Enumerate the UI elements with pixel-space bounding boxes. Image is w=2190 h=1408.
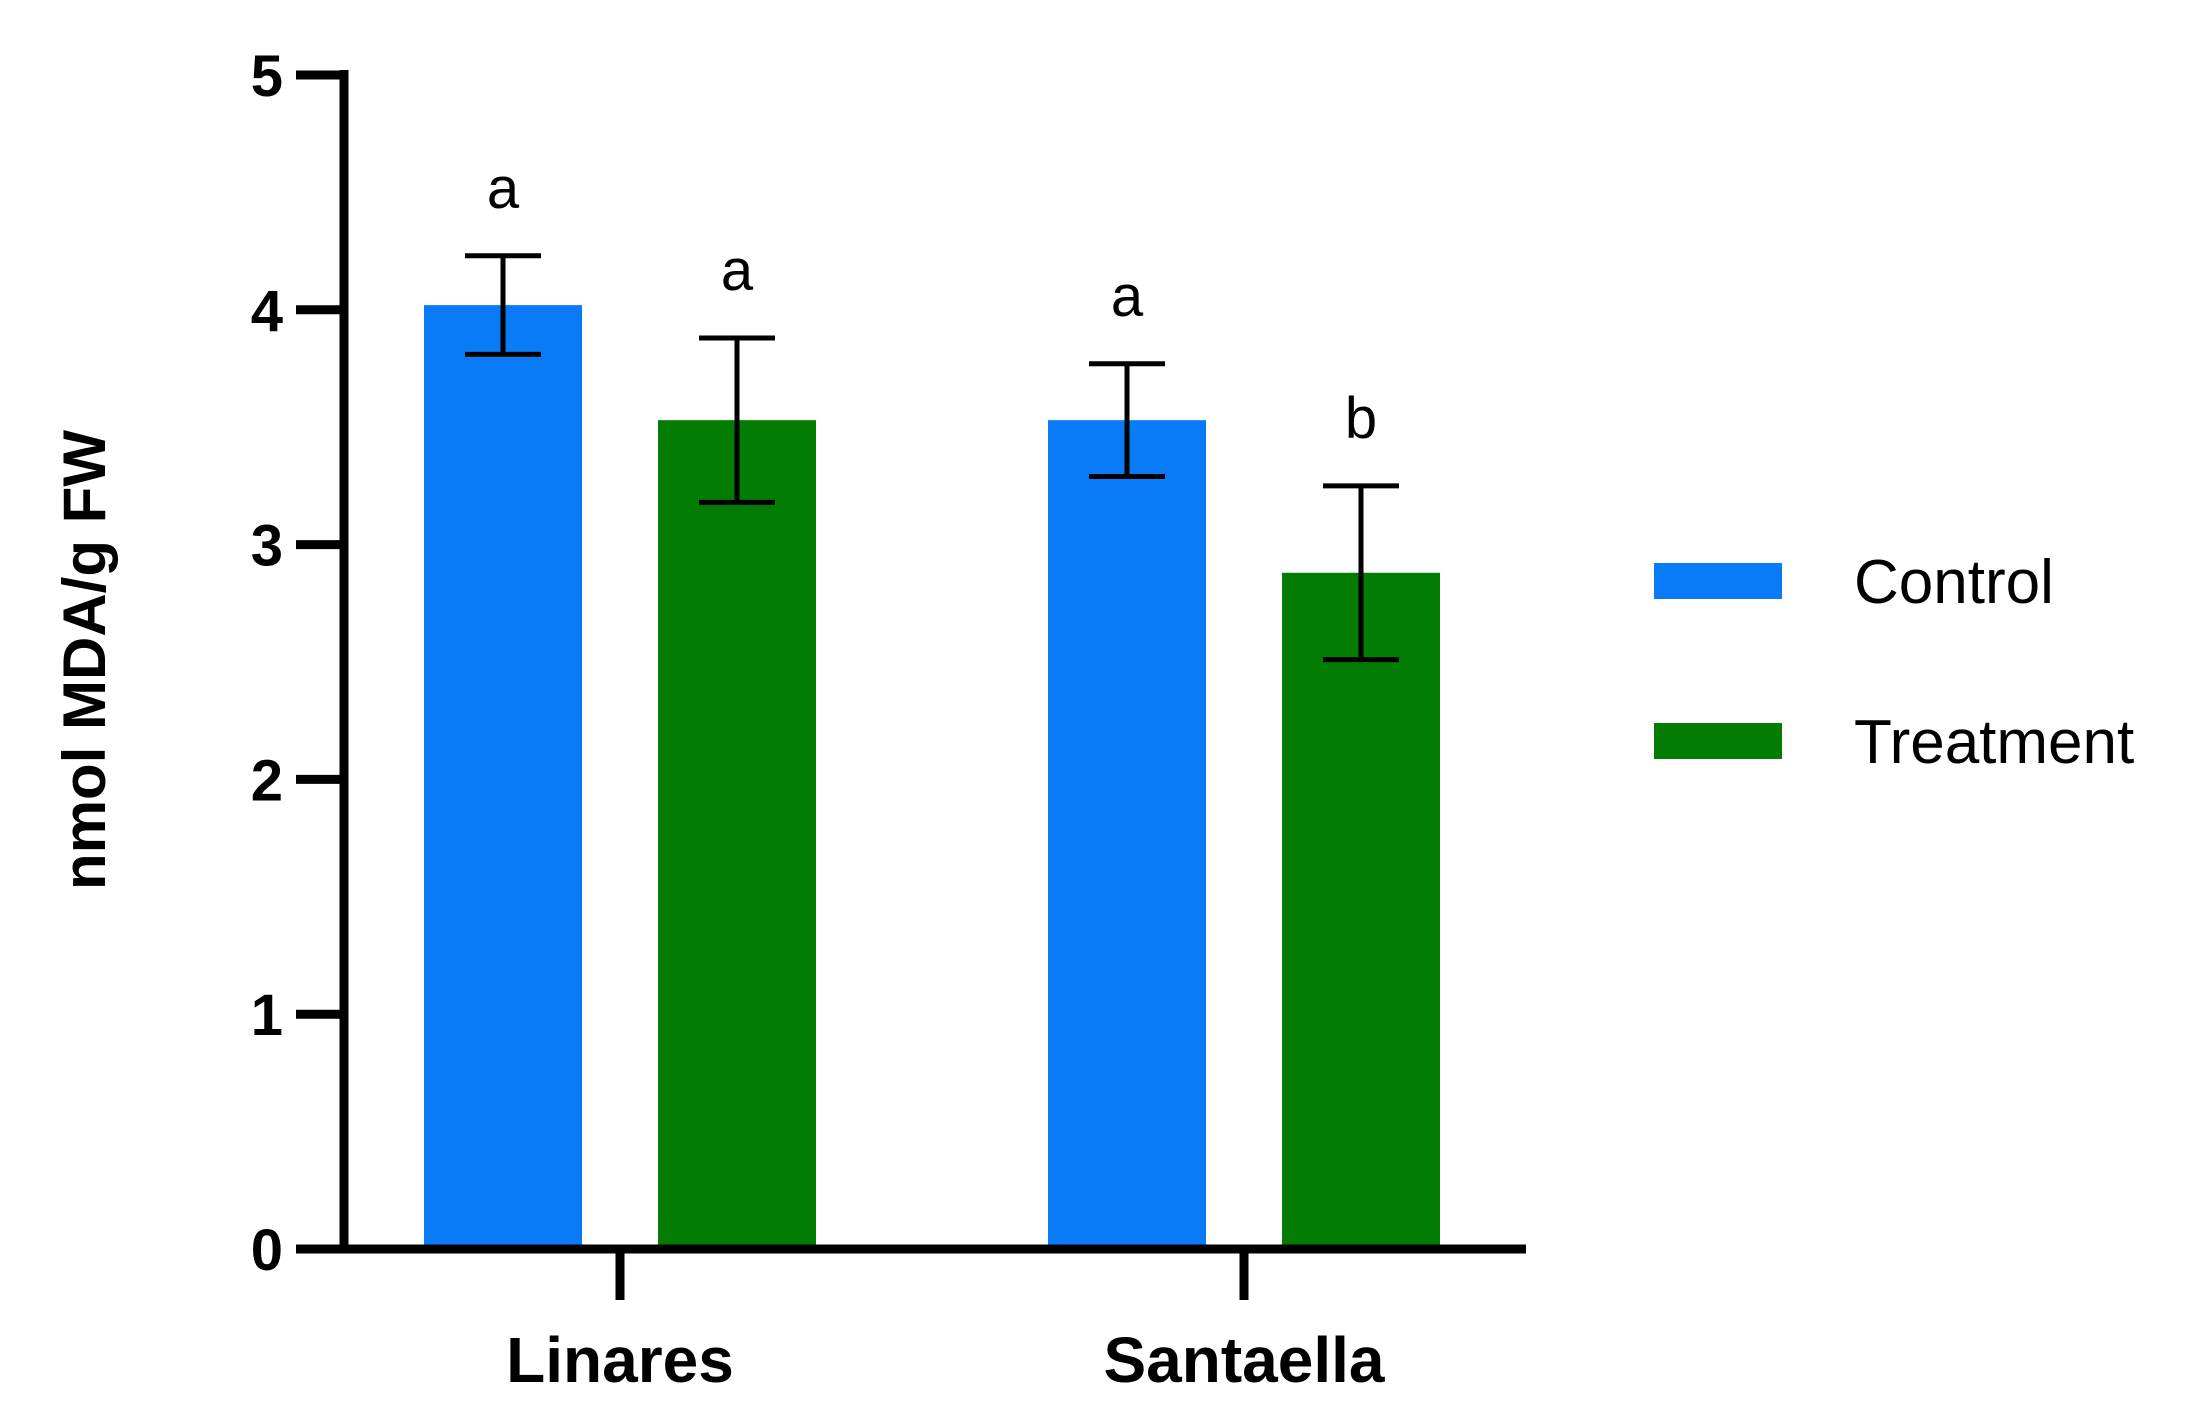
x-tick-label: Linares bbox=[506, 1324, 734, 1396]
legend-swatch-control bbox=[1654, 563, 1782, 599]
legend-label-treatment: Treatment bbox=[1854, 708, 2134, 777]
legend-label-control: Control bbox=[1854, 548, 2054, 617]
y-tick-label: 4 bbox=[251, 279, 283, 344]
y-tick-label: 5 bbox=[251, 44, 283, 109]
significance-letters-layer: a a a b bbox=[487, 156, 1377, 451]
significance-letter: a bbox=[1111, 264, 1144, 329]
error-bars-layer bbox=[465, 253, 1399, 663]
y-tick-label: 2 bbox=[251, 748, 283, 813]
significance-letter: a bbox=[721, 238, 754, 303]
y-tick-label: 0 bbox=[251, 1218, 283, 1283]
y-ticks-layer: 0 1 2 3 4 5 bbox=[251, 44, 344, 1283]
x-tick-label: Santaella bbox=[1103, 1324, 1384, 1396]
y-axis-label: nmol MDA/g FW bbox=[51, 430, 118, 890]
bar-linares-control bbox=[424, 305, 582, 1249]
legend: Control Treatment bbox=[1654, 548, 2134, 777]
significance-letter: b bbox=[1345, 386, 1377, 451]
legend-swatch-treatment bbox=[1654, 723, 1782, 759]
bars-layer bbox=[424, 305, 1440, 1249]
significance-letter: a bbox=[487, 156, 520, 221]
bar-santaella-control bbox=[1048, 420, 1206, 1249]
bar-linares-treatment bbox=[658, 420, 816, 1249]
y-tick-label: 1 bbox=[251, 983, 283, 1048]
y-tick-label: 3 bbox=[251, 514, 283, 579]
bar-santaella-treatment bbox=[1282, 572, 1440, 1249]
axes-layer bbox=[296, 70, 1526, 1254]
x-ticks-layer: Linares Santaella bbox=[506, 1253, 1385, 1396]
